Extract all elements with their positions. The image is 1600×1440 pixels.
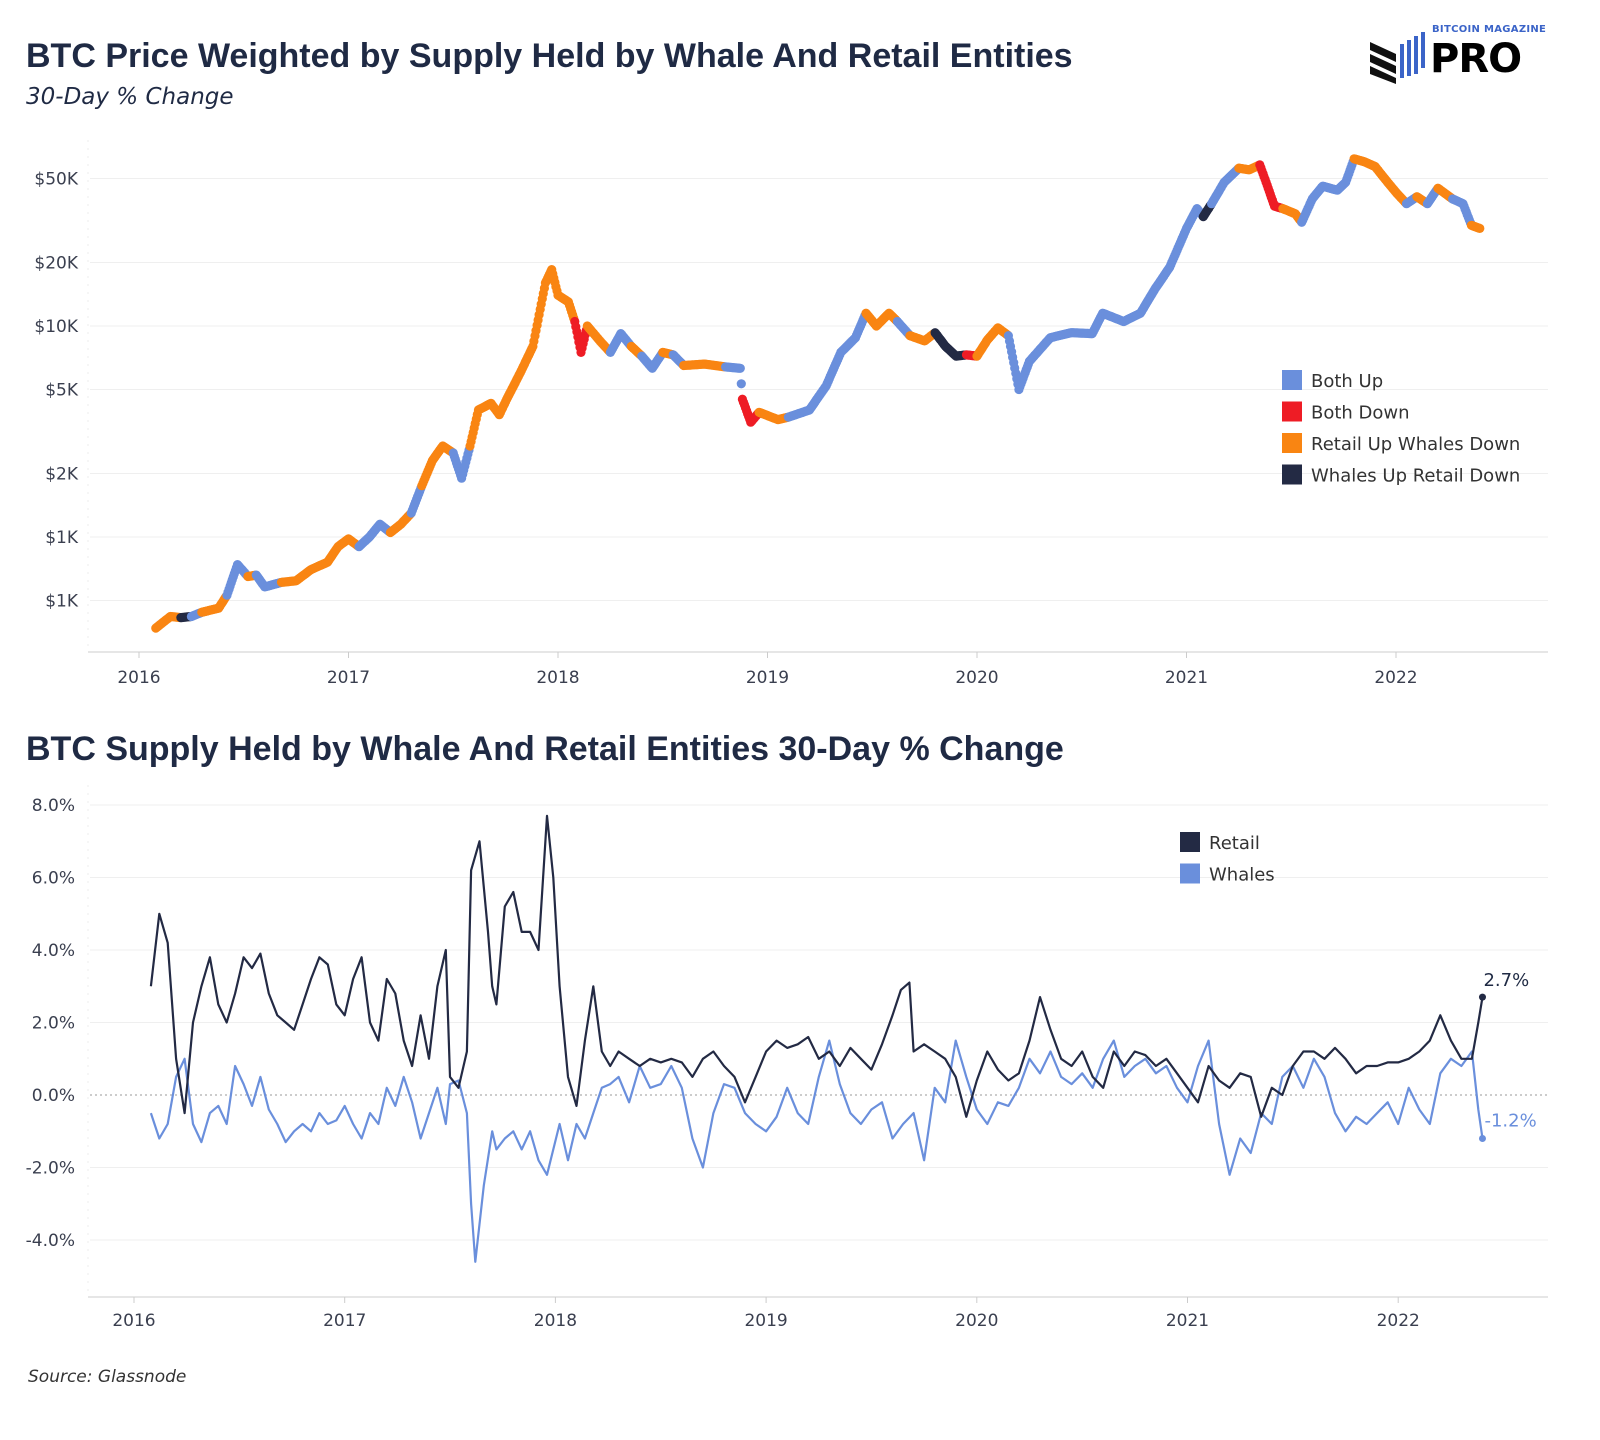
supply-x-tick-label: 2017 <box>323 1311 366 1331</box>
supply-y-tick-label: 2.0% <box>32 1014 75 1034</box>
supply-chart-grid <box>87 785 1548 1298</box>
supply-x-tick-label: 2019 <box>744 1311 787 1331</box>
price-x-tick-label: 2020 <box>955 668 998 688</box>
legend-label-retail: Retail <box>1209 833 1260 854</box>
legend-label-both-up: Both Up <box>1311 371 1383 392</box>
retail-end-marker <box>1478 993 1486 1001</box>
retail-end-label: 2.7% <box>1483 970 1529 991</box>
source-note: Source: Glassnode <box>28 1367 187 1387</box>
price-y-tick-label: $20K <box>34 253 78 273</box>
chart-subtitle: 30-Day % Change <box>26 84 234 110</box>
supply-y-tick-label: -4.0% <box>26 1231 75 1251</box>
price-x-tick-label: 2017 <box>327 668 370 688</box>
price-y-tick-label: $5K <box>45 381 79 401</box>
legend-label-whales: Whales <box>1209 865 1275 886</box>
supply-x-tick-label: 2021 <box>1166 1311 1209 1331</box>
legend-swatch-both-up <box>1282 370 1302 390</box>
bitcoin-magazine-pro-logo: BITCOIN MAGAZINE PRO <box>1368 24 1568 84</box>
supply-x-tick-label: 2022 <box>1377 1311 1420 1331</box>
supply-legend: Retail Whales <box>1180 832 1275 886</box>
price-y-tick-label: $2K <box>45 464 79 484</box>
legend-swatch-retail-up-whales-down <box>1282 433 1302 453</box>
candlestick-logo-icon <box>1370 32 1425 84</box>
price-point-retail-up-whales-down <box>1475 223 1485 234</box>
legend-label-retail-up-whales-down: Retail Up Whales Down <box>1311 434 1520 455</box>
logo-pro-text: PRO <box>1430 36 1522 82</box>
supply-y-axis: 8.0% 6.0% 4.0% 2.0% 0.0% -2.0% -4.0% <box>26 796 75 1251</box>
supply-y-tick-label: 4.0% <box>32 941 75 961</box>
supply-y-tick-label: -2.0% <box>26 1159 75 1179</box>
retail-line <box>149 814 1484 1118</box>
legend-swatch-whales <box>1180 863 1200 884</box>
legend-label-both-down: Both Down <box>1311 403 1410 424</box>
price-x-tick-label: 2016 <box>117 668 160 688</box>
supply-y-tick-label: 0.0% <box>32 1086 75 1106</box>
supply-x-tick-label: 2016 <box>112 1311 155 1331</box>
supply-x-tick-label: 2018 <box>534 1311 577 1331</box>
price-x-tick-label: 2021 <box>1165 668 1208 688</box>
legend-label-whales-up-retail-down: Whales Up Retail Down <box>1311 466 1520 487</box>
legend-swatch-whales-up-retail-down <box>1282 464 1302 485</box>
whales-line <box>149 1039 1484 1263</box>
supply-y-tick-label: 8.0% <box>32 796 75 816</box>
price-x-tick-label: 2022 <box>1374 668 1417 688</box>
supply-x-axis: 2016 2017 2018 2019 2020 2021 2022 <box>112 1297 1420 1331</box>
whales-end-marker <box>1478 1135 1486 1142</box>
logo-brand-text: BITCOIN MAGAZINE <box>1432 24 1547 35</box>
price-point-both-up <box>736 379 746 389</box>
legend-swatch-both-down <box>1282 401 1302 422</box>
price-legend: Both Up Both Down Retail Up Whales Down Wha… <box>1282 370 1520 487</box>
supply-y-tick-label: 6.0% <box>32 869 75 889</box>
price-points <box>151 154 1485 633</box>
price-y-tick-label: $1K <box>45 528 79 548</box>
price-y-axis: $50K $20K $10K $5K $2K $1K $1K <box>34 170 78 612</box>
chart-title: BTC Price Weighted by Supply Held by Wha… <box>26 37 1073 75</box>
whales-end-label: -1.2% <box>1484 1111 1536 1132</box>
legend-swatch-retail <box>1180 832 1200 852</box>
second-chart-title: BTC Supply Held by Whale And Retail Enti… <box>26 730 1064 768</box>
price-chart-grid <box>87 140 1548 653</box>
price-y-tick-label: $10K <box>34 317 78 337</box>
price-y-tick-label: $1K <box>45 592 79 612</box>
supply-lines: -1.2% 2.7% <box>149 814 1537 1263</box>
price-x-axis: 2016 2017 2018 2019 2020 2021 2022 <box>117 652 1418 688</box>
price-x-tick-label: 2018 <box>536 668 579 688</box>
price-x-tick-label: 2019 <box>746 668 789 688</box>
price-y-tick-label: $50K <box>34 170 78 190</box>
supply-x-tick-label: 2020 <box>955 1311 998 1331</box>
price-point-both-up <box>735 363 745 373</box>
